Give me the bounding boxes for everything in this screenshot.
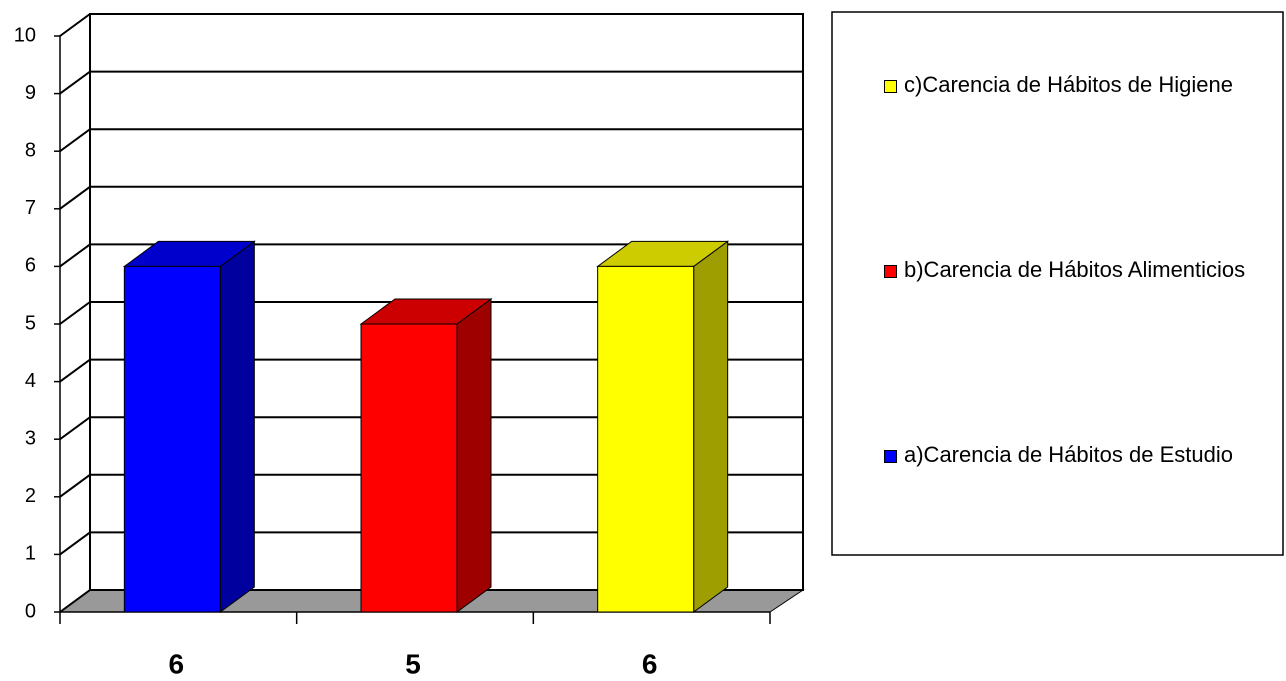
- legend: [831, 11, 1284, 556]
- legend-label: a)Carencia de Hábitos de Estudio: [904, 442, 1233, 467]
- legend-swatch: [884, 265, 897, 278]
- grid-line: [59, 358, 803, 383]
- grid-line: [59, 128, 803, 153]
- legend-label: c)Carencia de Hábitos de Higiene: [904, 72, 1233, 97]
- x-tick-label: 6: [642, 648, 658, 679]
- grid-line: [59, 243, 803, 268]
- grid-line: [59, 70, 803, 95]
- y-tick-label: 5: [25, 312, 36, 334]
- y-tick-label: 7: [25, 197, 36, 219]
- legend-swatch: [884, 450, 897, 463]
- y-tick-label: 0: [25, 600, 36, 622]
- y-tick-label: 9: [25, 82, 36, 104]
- grid-line: [59, 13, 803, 37]
- y-tick-label: 3: [25, 427, 36, 449]
- bar-side: [456, 298, 492, 613]
- grid-line: [59, 301, 803, 325]
- y-tick-label: 4: [25, 370, 36, 392]
- y-tick-label: 1: [25, 543, 36, 565]
- y-tick-label: 10: [14, 24, 36, 46]
- bar-side: [693, 240, 729, 613]
- y-tick-label: 8: [25, 139, 36, 161]
- grid-line: [59, 531, 803, 556]
- y-tick-label: 2: [25, 485, 36, 507]
- bar-side: [219, 240, 255, 613]
- x-tick-label: 5: [405, 648, 421, 679]
- y-tick-label: 6: [25, 255, 36, 277]
- bar: [360, 323, 458, 613]
- legend-label: b)Carencia de Hábitos Alimenticios: [904, 257, 1246, 282]
- grid-line: [59, 185, 803, 210]
- bar: [123, 265, 221, 613]
- grid-line: [59, 589, 803, 613]
- grid-line: [59, 416, 803, 441]
- x-tick-label: 6: [169, 648, 185, 679]
- grid-line: [59, 473, 803, 498]
- legend-swatch: [884, 80, 897, 93]
- bar: [597, 265, 695, 613]
